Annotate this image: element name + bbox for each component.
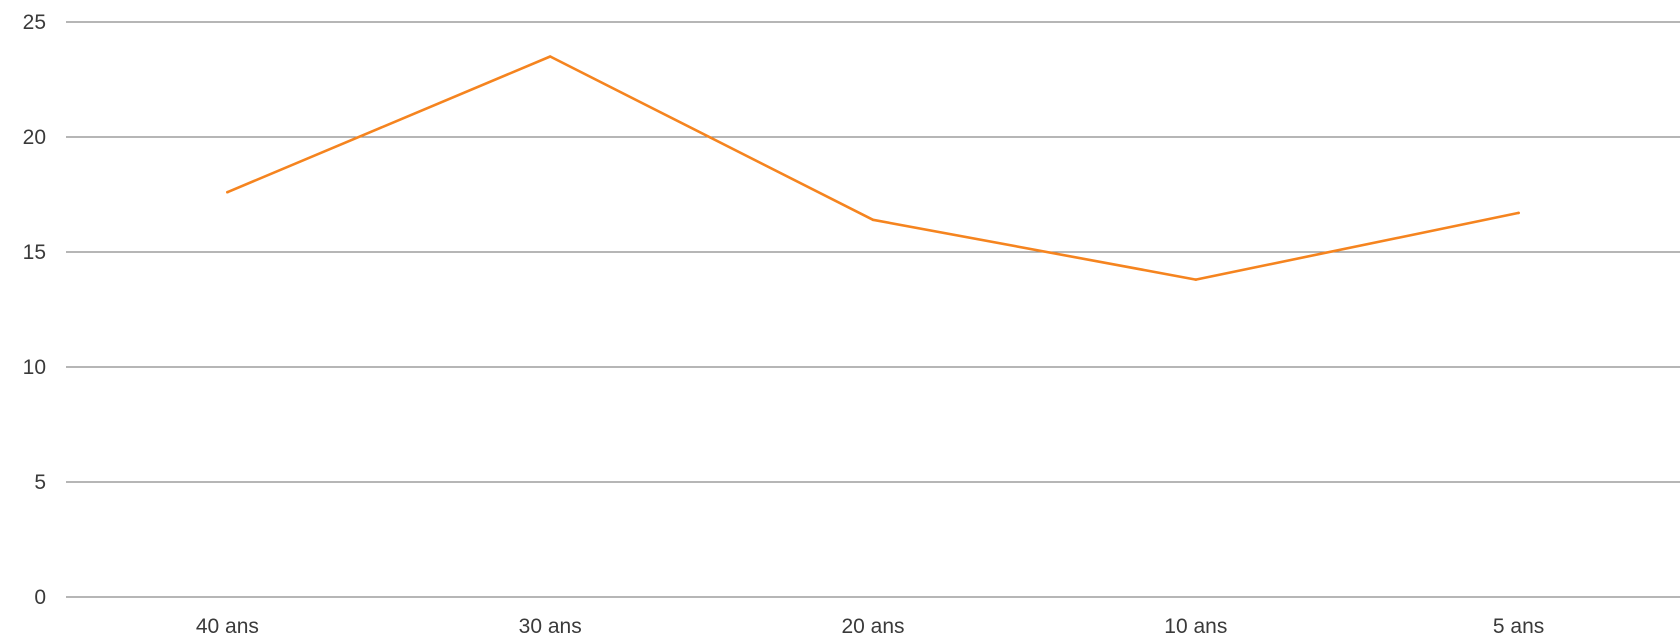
x-tick-label: 20 ans [841, 615, 904, 638]
x-tick-label: 5 ans [1493, 615, 1544, 638]
data-point [548, 55, 552, 58]
data-point [226, 190, 229, 194]
series-line-0 [226, 55, 1520, 281]
y-tick-label: 15 [23, 241, 46, 264]
y-tick-label: 20 [23, 126, 46, 149]
x-tick-label: 40 ans [196, 615, 259, 638]
x-tick-label: 10 ans [1164, 615, 1227, 638]
data-point [871, 218, 875, 222]
grid-lines [66, 21, 1680, 598]
y-tick-label: 25 [23, 11, 46, 34]
y-tick-label: 5 [34, 471, 46, 494]
data-point [1194, 278, 1198, 281]
x-tick-label: 30 ans [519, 615, 582, 638]
y-tick-label: 10 [23, 356, 46, 379]
series-layer [226, 55, 1520, 281]
data-point [1517, 211, 1520, 215]
x-axis-ticks: 40 ans 30 ans 20 ans 10 ans 5 ans [196, 615, 1544, 638]
y-tick-label: 0 [34, 586, 46, 609]
y-axis-ticks: 0 5 10 15 20 25 [23, 11, 46, 609]
